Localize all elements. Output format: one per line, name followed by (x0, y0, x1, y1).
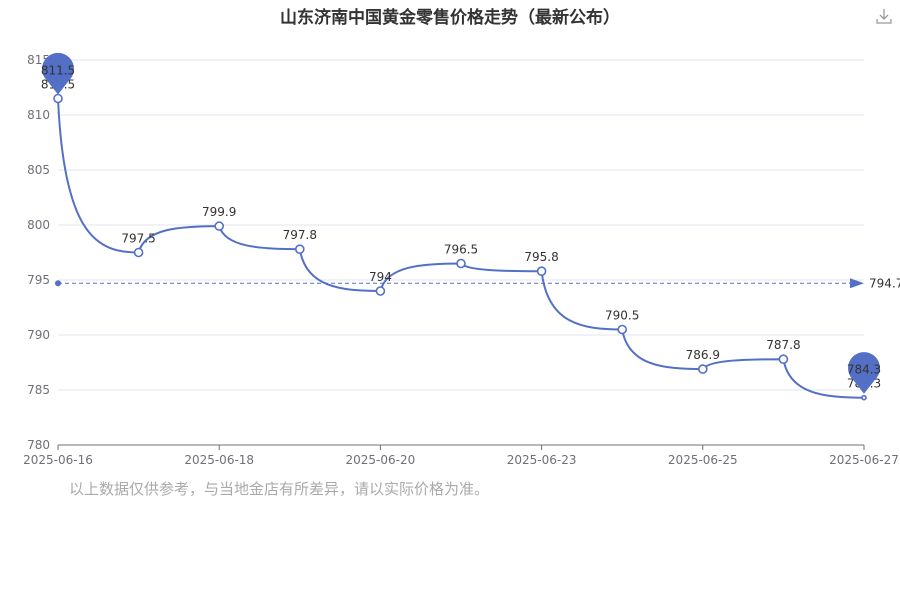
data-point (133, 247, 144, 258)
data-label: 794 (369, 270, 392, 284)
average-line-start (55, 280, 61, 287)
data-label: 797.5 (121, 232, 155, 246)
data-point (375, 286, 386, 296)
data-point (536, 266, 547, 277)
y-tick-label: 785 (27, 383, 50, 397)
data-label: 787.8 (766, 338, 800, 352)
y-tick-label: 800 (27, 218, 50, 232)
x-tick-label: 2025-06-20 (346, 453, 416, 467)
data-point (294, 244, 305, 254)
y-tick-label: 805 (27, 163, 50, 177)
data-label: 790.5 (605, 309, 639, 323)
x-tick-label: 2025-06-25 (668, 453, 738, 467)
x-tick-label: 2025-06-18 (184, 453, 254, 467)
data-point (53, 93, 63, 104)
max-pin (42, 52, 75, 95)
data-point (456, 258, 466, 269)
data-label: 799.9 (202, 205, 236, 219)
data-point (617, 324, 628, 335)
download-icon[interactable] (874, 6, 894, 26)
average-line-label: 794.7 (869, 276, 900, 290)
data-label: 797.8 (283, 228, 317, 242)
x-tick-label: 2025-06-27 (829, 453, 899, 467)
data-label: 795.8 (524, 250, 558, 264)
chart-title: 山东济南中国黄金零售价格走势（最新公布） (280, 8, 620, 28)
series-line (57, 98, 865, 399)
disclaimer-note: 以上数据仅供参考，与当地金店有所差异，请以实际价格为准。 (69, 480, 490, 498)
min-pin-label: 784.3 (847, 363, 881, 377)
mark-points: 811.5 784.3 (41, 52, 881, 394)
data-point (697, 364, 708, 374)
x-tick-label: 2025-06-23 (507, 453, 577, 467)
data-label: 796.5 (444, 243, 478, 257)
x-tick-label: 2025-06-16 (23, 453, 93, 467)
data-point (778, 354, 789, 365)
average-line-arrow (850, 278, 864, 289)
grid-lines (58, 59, 864, 391)
average-mark-line: 794.7 (55, 276, 900, 290)
y-tick-label: 790 (27, 328, 50, 342)
data-point (861, 394, 867, 401)
data-point (214, 221, 224, 231)
y-tick-label: 795 (27, 273, 50, 287)
min-pin (848, 352, 881, 394)
data-labels: 811.5797.5799.9797.8794796.5795.8790.578… (41, 78, 881, 391)
data-label: 786.9 (686, 348, 720, 362)
y-tick-label: 810 (27, 108, 50, 122)
max-pin-label: 811.5 (41, 64, 75, 78)
y-tick-label: 780 (27, 438, 50, 452)
price-series (53, 93, 867, 401)
